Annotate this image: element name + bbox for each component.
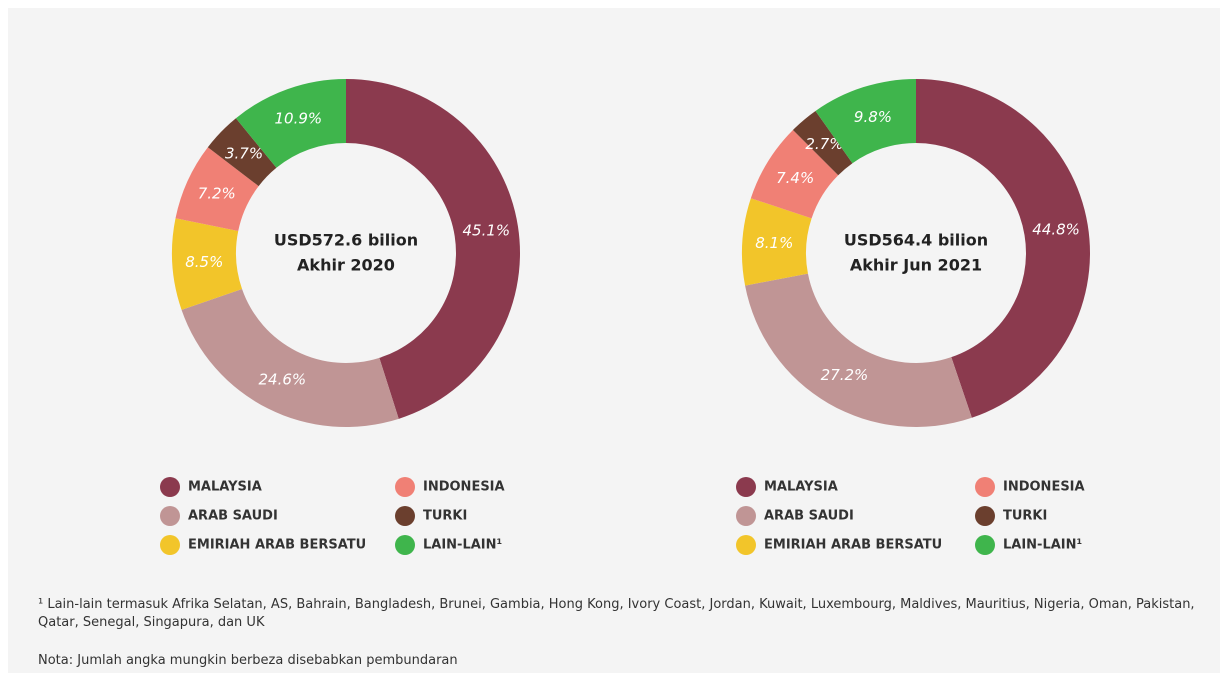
legend-swatch (395, 535, 415, 555)
donut-segment (175, 147, 259, 232)
legend-label: LAIN-LAIN¹ (1003, 538, 1082, 553)
donut-segment (171, 218, 243, 310)
donut-segment (235, 79, 346, 168)
legend-swatch (736, 535, 756, 555)
donut-segment (181, 288, 399, 428)
legend-swatch (736, 506, 756, 526)
donut-segment (815, 79, 916, 164)
legend-swatch (975, 477, 995, 497)
legend-label: EMIRIAH ARAB BERSATU (188, 538, 366, 553)
legend-label: INDONESIA (1003, 480, 1085, 495)
value-label: 45.1% (462, 222, 510, 240)
legend-swatch (395, 477, 415, 497)
legend-swatch (160, 477, 180, 497)
value-label: 44.8% (1032, 220, 1080, 238)
donut-segment (792, 110, 853, 176)
value-label: 3.7% (225, 145, 263, 163)
value-label: 8.5% (185, 253, 223, 271)
value-label: 7.4% (776, 169, 814, 187)
donut-segment (750, 129, 839, 219)
legend-label: MALAYSIA (764, 480, 838, 495)
center-text: USD564.4 bilion (844, 231, 988, 250)
value-label: 2.7% (805, 135, 843, 153)
legend-swatch (395, 506, 415, 526)
donut-segment (207, 118, 277, 187)
legend-label: LAIN-LAIN¹ (423, 538, 502, 553)
legend-label: MALAYSIA (188, 480, 262, 495)
footnote: ¹ Lain-lain termasuk Afrika Selatan, AS,… (38, 597, 1195, 630)
legend-label: INDONESIA (423, 480, 505, 495)
legend-label: TURKI (1003, 509, 1047, 524)
center-text: Akhir Jun 2021 (850, 256, 982, 275)
donut-segment (742, 198, 812, 286)
center-text: USD572.6 bilion (274, 231, 418, 250)
legend-swatch (975, 535, 995, 555)
donut-segment (745, 273, 972, 427)
legend-swatch (160, 535, 180, 555)
legend-label: TURKI (423, 509, 467, 524)
value-label: 27.2% (821, 366, 869, 384)
legend-swatch (160, 506, 180, 526)
value-label: 24.6% (259, 370, 307, 388)
donut-segment (916, 79, 1090, 418)
value-label: 8.1% (755, 234, 793, 252)
legend-label: ARAB SAUDI (188, 509, 278, 524)
value-label: 7.2% (198, 185, 236, 203)
value-label: 10.9% (274, 110, 322, 128)
value-label: 9.8% (854, 108, 892, 126)
legend-swatch (736, 477, 756, 497)
note: Nota: Jumlah angka mungkin berbeza diseb… (38, 653, 458, 668)
legend-label: ARAB SAUDI (764, 509, 854, 524)
donut-segment (346, 79, 521, 419)
legend-label: EMIRIAH ARAB BERSATU (764, 538, 942, 553)
legend-swatch (975, 506, 995, 526)
center-text: Akhir 2020 (297, 256, 395, 275)
